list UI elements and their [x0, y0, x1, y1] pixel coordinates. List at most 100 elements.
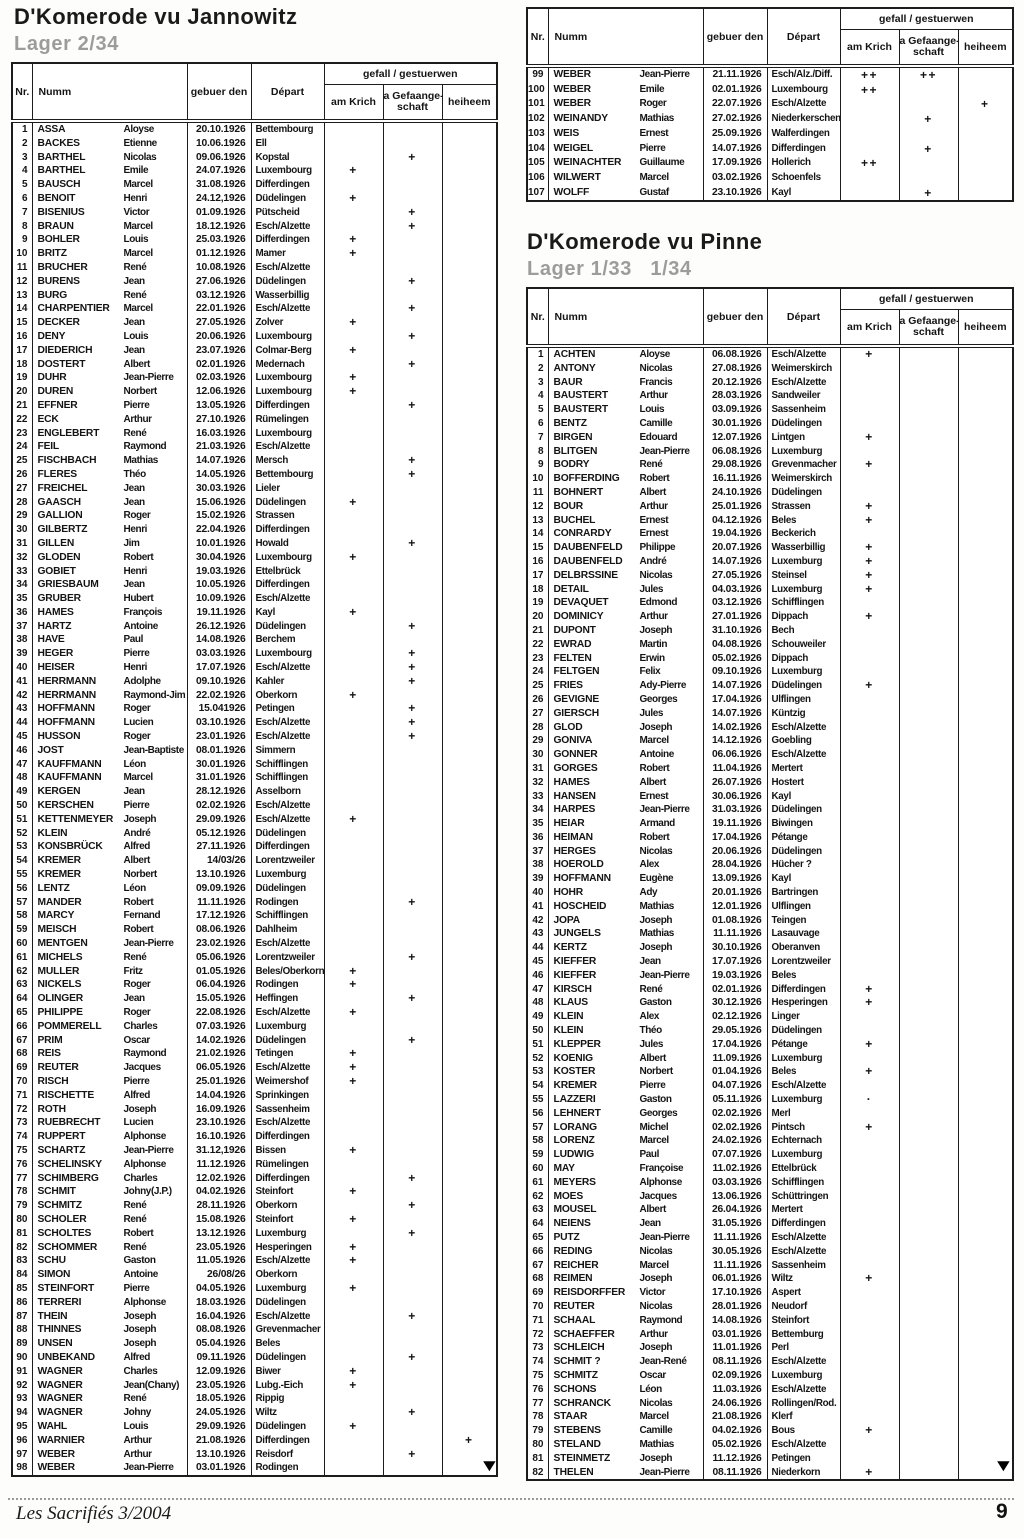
mark-heiheem — [957, 996, 1014, 1011]
depart-place: Wiltz — [766, 1272, 841, 1287]
mark-gefaangeschaft — [898, 1079, 959, 1094]
mark-heiheem — [441, 647, 498, 662]
row-number: 4 — [11, 164, 33, 179]
given-name: Jean — [123, 786, 146, 798]
given-name: René — [123, 1200, 147, 1212]
name-cell: KLEIN Théo — [547, 1024, 704, 1038]
mark-heiheem — [441, 1006, 498, 1020]
name-cell: WAGNER Johny — [31, 1406, 188, 1420]
col-header-group-gefall-gestuerwen: gefall / gestuerwen — [323, 63, 498, 85]
birth-date: 18.12.1926 — [186, 219, 252, 234]
mark-gefaangeschaft — [382, 840, 443, 855]
birth-date: 11.11.1926 — [702, 1231, 768, 1245]
continuation-arrow-icon: ▼ — [992, 1456, 1014, 1475]
surname: WAGNER — [37, 1407, 83, 1419]
mark-am-krich — [839, 1106, 900, 1121]
surname: POMMERELL — [37, 1020, 102, 1032]
name-cell: LENTZ Léon — [31, 881, 188, 896]
name-cell: MENTGEN Jean-Pierre — [31, 937, 188, 951]
mark-gefaangeschaft — [898, 1134, 959, 1149]
name-cell: JOST Jean-Baptiste — [31, 743, 188, 758]
surname: REISDORFFER — [553, 1287, 626, 1299]
mark-heiheem — [957, 499, 1014, 514]
surname: MULLER — [37, 965, 80, 977]
mark-heiheem — [957, 679, 1014, 693]
mark-am-krich: + — [839, 1424, 900, 1438]
table-row: 31 GORGES Robert 11.04.1926 Mertert — [526, 761, 1014, 776]
row-number: 53 — [526, 1065, 549, 1080]
table-row: 26 GEVIGNE Georges 17.04.1926 Ulflingen — [526, 692, 1014, 707]
birth-date: 27.05.1926 — [702, 568, 768, 583]
depart-place: Beles — [766, 513, 841, 528]
depart-place: Differdingen — [250, 398, 325, 413]
table-row: 3 BAUR Francis 20.12.1926 Esch/Alzette — [526, 375, 1014, 390]
given-name: Jean-Pierre — [639, 1232, 690, 1243]
row-number: 65 — [11, 1006, 33, 1020]
mark-am-krich: + — [323, 1419, 384, 1434]
surname: TERRERI — [37, 1296, 82, 1308]
given-name: Alphonse — [123, 1158, 167, 1170]
mark-am-krich — [323, 1406, 384, 1420]
mark-am-krich: + — [323, 343, 384, 358]
given-name: Joseph — [123, 1103, 157, 1115]
given-name: Charles — [123, 1020, 158, 1032]
surname: HERRMANN — [37, 689, 97, 701]
depart-place: Rodingen — [250, 895, 325, 910]
given-name: Léon — [123, 758, 147, 770]
surname: PUTZ — [553, 1232, 580, 1243]
mark-gefaangeschaft: + — [382, 895, 443, 910]
mark-am-krich — [323, 1295, 384, 1310]
mark-heiheem — [441, 978, 498, 993]
name-cell: SCHMIT ? Jean-René — [547, 1355, 704, 1369]
given-name: René — [639, 983, 663, 995]
birth-date: 06.01.1926 — [702, 1272, 768, 1287]
mark-am-krich — [323, 150, 384, 165]
surname: KOSTER — [553, 1066, 596, 1078]
depart-place: Luxemburg — [766, 554, 841, 569]
surname: JOST — [37, 744, 64, 756]
surname: SCHMITZ — [553, 1369, 599, 1381]
birth-date: 15.08.1926 — [186, 1212, 252, 1227]
footer-divider — [8, 1498, 1014, 1500]
table-row: 90 UNBEKAND Alfred 09.11.1926 Düdelingen + — [11, 1350, 498, 1365]
table-row: 15 DECKER Jean 27.05.1926 Zolver + — [11, 316, 498, 330]
mark-am-krich: + — [839, 1065, 900, 1080]
given-name: Emile — [639, 83, 665, 95]
table-row: 49 KERGEN Jean 28.12.1926 Asselborn — [11, 785, 498, 800]
name-cell: WEBER Emile — [547, 82, 704, 98]
jannowitz-continuation-table-body: 99 WEBER Jean-Pierre 21.11.1926 Esch/Alz./Di… — [526, 66, 1014, 202]
depart-place: Differdingen — [250, 233, 325, 248]
surname: HOEROLD — [553, 859, 604, 871]
row-number: 54 — [11, 854, 33, 869]
mark-gefaangeschaft — [382, 743, 443, 758]
name-cell: HANSEN Ernest — [547, 789, 704, 804]
row-number: 47 — [526, 982, 549, 997]
table-row: 14 CONRARDY Ernest 19.04.1926 Beckerich — [526, 527, 1014, 542]
table-row: 1 ACHTEN Aloyse 06.08.1926 Esch/Alzette + — [526, 346, 1014, 362]
mark-gefaangeschaft: + — [382, 398, 443, 413]
given-name: Norbert — [123, 386, 158, 398]
given-name: Louis — [639, 404, 665, 416]
surname: KETTENMEYER — [37, 813, 114, 825]
surname: BAUR — [553, 376, 583, 388]
depart-place: Luxembourg — [250, 550, 325, 565]
name-cell: UNBEKAND Alfred — [31, 1350, 188, 1365]
row-number: 33 — [11, 564, 33, 579]
given-name: Victor — [639, 1287, 666, 1299]
mark-heiheem: + — [957, 97, 1014, 113]
depart-place: Luxemburg — [250, 1226, 325, 1241]
birth-date: 13.05.1926 — [186, 398, 252, 413]
birth-date: 14.07.1926 — [702, 679, 768, 693]
name-cell: RUPPERT Alphonse — [31, 1130, 188, 1144]
mark-gefaangeschaft — [898, 554, 959, 569]
col-header-am-krich: am Krich — [839, 309, 900, 346]
depart-place: Pintsch — [766, 1120, 841, 1135]
row-number: 105 — [526, 156, 549, 171]
mark-heiheem — [441, 523, 498, 537]
mark-gefaangeschaft — [898, 886, 959, 900]
mark-gefaangeschaft: + — [898, 112, 959, 127]
mark-heiheem — [441, 329, 498, 344]
mark-heiheem — [957, 1189, 1014, 1204]
depart-place: Esch/Alzette — [250, 219, 325, 234]
mark-gefaangeschaft — [898, 1368, 959, 1383]
